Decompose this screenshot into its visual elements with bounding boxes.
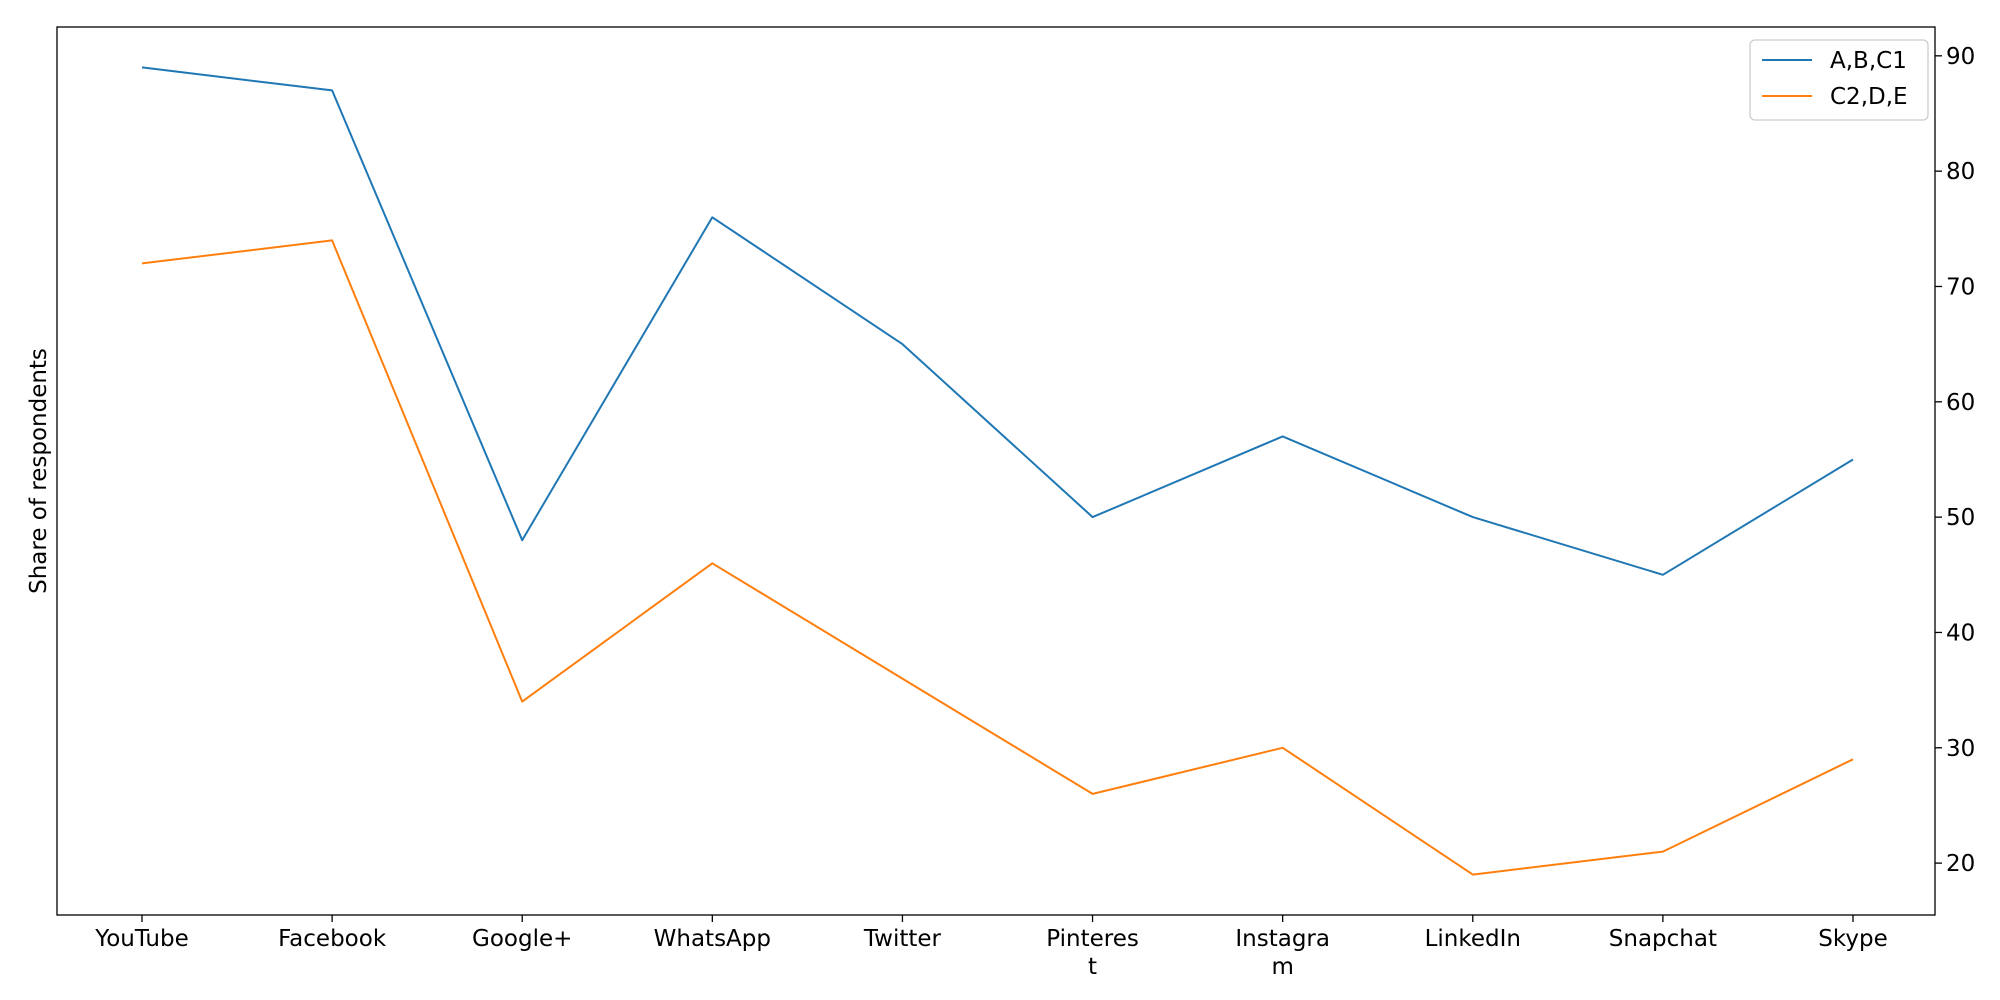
series-line-c2-d-e — [141, 239, 1854, 876]
series-layer — [141, 66, 1854, 876]
series-line-a-b-c1 — [141, 66, 1854, 576]
x-tick-label-whatsapp: WhatsApp — [654, 926, 771, 952]
y-tick-label: 60 — [1946, 390, 1975, 416]
x-tick-label-google: Google+ — [472, 926, 572, 952]
x-tick-label-twitter: Twitter — [863, 926, 942, 952]
y-tick-label: 30 — [1946, 736, 1975, 762]
plot-area — [56, 26, 1936, 916]
y-axis-label: Share of respondents — [26, 348, 52, 594]
legend-label-c2-d-e: C2,D,E — [1830, 84, 1908, 110]
y-tick-label: 80 — [1946, 159, 1975, 185]
legend-label-a-b-c1: A,B,C1 — [1830, 48, 1907, 74]
x-tick-label-linkedin: LinkedIn — [1425, 926, 1521, 952]
x-tick-label-pinterest: Pinteres t — [1046, 926, 1139, 980]
x-axis-ticks: YouTube Facebook Google+ WhatsApp Twitter Pin… — [94, 915, 1888, 980]
x-tick-label-youtube: YouTube — [94, 926, 189, 952]
legend: A,B,C1 C2,D,E — [1749, 39, 1929, 121]
x-tick-label-instagram: Instagra m — [1235, 926, 1330, 980]
x-tick-label-skype: Skype — [1818, 926, 1887, 952]
y-tick-label: 50 — [1946, 505, 1975, 531]
x-tick-label-snapchat: Snapchat — [1609, 926, 1717, 952]
x-tick-label-facebook: Facebook — [278, 926, 387, 952]
y-axis-ticks: 20 30 40 50 60 70 80 90 — [1935, 44, 1975, 877]
y-tick-label: 40 — [1946, 620, 1975, 646]
y-tick-label: 70 — [1946, 274, 1975, 300]
y-tick-label: 20 — [1946, 851, 1975, 877]
y-tick-label: 90 — [1946, 44, 1975, 70]
